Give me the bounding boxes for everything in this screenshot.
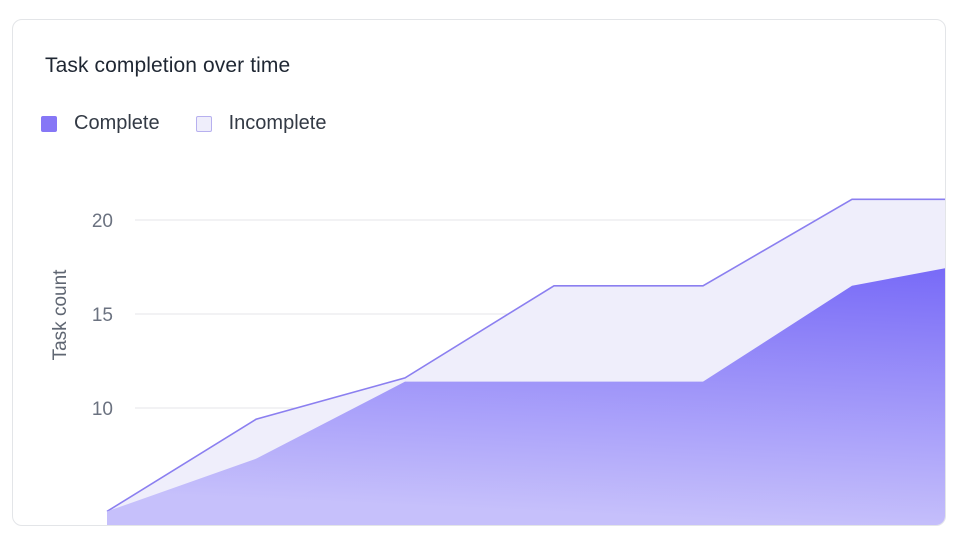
area-chart-plot: 10 15 20 Task count xyxy=(50,198,945,525)
legend-label-incomplete: Incomplete xyxy=(228,112,327,134)
y-tick-label-10: 10 xyxy=(92,399,113,420)
y-axis-label: Task count xyxy=(50,269,71,361)
legend-label-complete: Complete xyxy=(74,112,160,134)
series-complete-area xyxy=(107,268,945,525)
chart-title: Task completion over time xyxy=(45,54,291,77)
chart-card: Task completion over time Complete Incom… xyxy=(12,19,946,526)
legend-item-incomplete[interactable]: Incomplete xyxy=(195,112,327,135)
legend-swatch-complete xyxy=(41,115,57,132)
legend-item-complete[interactable]: Complete xyxy=(41,112,160,135)
y-tick-label-15: 15 xyxy=(92,305,113,326)
legend-swatch-incomplete xyxy=(195,115,212,132)
y-tick-label-20: 20 xyxy=(92,211,113,232)
chart-legend: Complete Incomplete xyxy=(41,112,362,135)
